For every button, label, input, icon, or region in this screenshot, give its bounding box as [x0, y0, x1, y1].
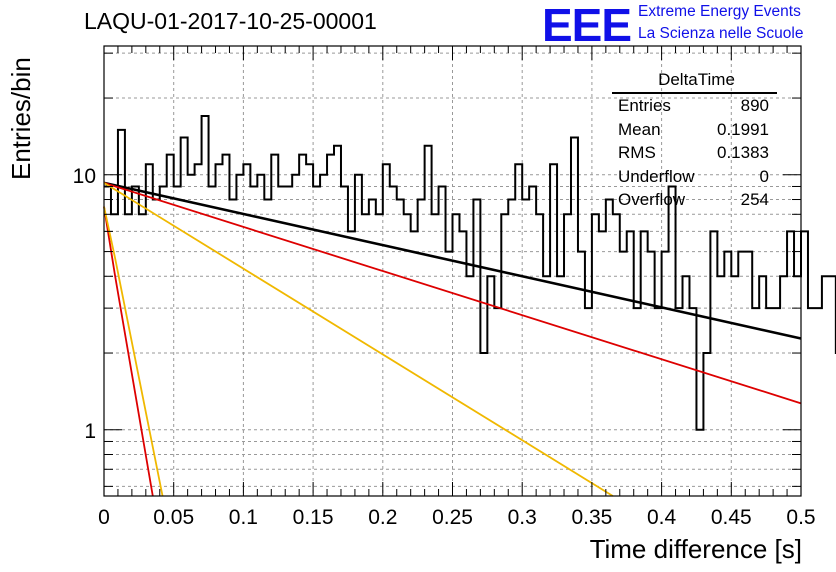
logo-subtitle-1: Extreme Energy Events: [638, 3, 801, 20]
axis-ticks: [103, 46, 802, 496]
histogram-bars: [104, 115, 836, 431]
x-tick-label: 0: [98, 506, 110, 529]
stats-row-overflow: Overflow 254: [612, 188, 777, 212]
y-tick-label: 10: [73, 165, 96, 188]
stats-key: RMS: [618, 143, 656, 162]
grid-lines: [104, 46, 801, 496]
x-tick-label: 0.05: [153, 506, 194, 529]
stats-row-mean: Mean 0.1991: [612, 118, 777, 142]
x-tick-label: 0.3: [508, 506, 537, 529]
chart-title: LAQU-01-2017-10-25-00001: [84, 8, 377, 34]
fit-curve-red: [103, 206, 154, 497]
y-tick-label: 1: [84, 420, 96, 443]
x-tick-label: 0.1: [229, 506, 258, 529]
histogram-series: [104, 115, 836, 431]
stats-value: 254: [740, 190, 769, 209]
stats-value: 890: [740, 96, 769, 115]
logo-subtitle-2: La Scienza nelle Scuole: [638, 25, 804, 42]
x-tick-label: 0.35: [571, 506, 612, 529]
x-axis-label: Time difference [s]: [589, 534, 802, 564]
stats-key: Underflow: [618, 166, 695, 186]
stats-value: 0.1383: [717, 143, 769, 162]
stats-row-underflow: Underflow 0: [612, 165, 777, 189]
stats-row-rms: RMS 0.1383: [612, 141, 777, 165]
stats-value: 0: [759, 166, 769, 186]
stats-row-entries: Entries 890: [612, 94, 777, 118]
fit-curves: [103, 181, 802, 497]
x-tick-label: 0.5: [786, 506, 815, 529]
x-tick-label: 0.25: [432, 506, 473, 529]
x-tick-label: 0.45: [711, 506, 752, 529]
stats-box: DeltaTime Entries 890 Mean 0.1991 RMS 0.…: [612, 68, 777, 212]
stats-key: Entries: [618, 96, 671, 115]
fit-curve-black: [103, 181, 802, 340]
tick-labels: 0 0.05 0.1 0.15 0.2 0.25 0.3 0.35 0.4 0.45 0.5 1 10: [73, 165, 816, 529]
stats-key: Overflow: [618, 190, 686, 209]
x-tick-label: 0.2: [368, 506, 397, 529]
y-axis-label: Entries/bin: [6, 57, 36, 180]
stats-key: Mean: [618, 119, 661, 139]
eee-logo: EEE: [542, 0, 632, 51]
fit-curve-yellow: [103, 182, 614, 497]
stats-value: 0.1991: [717, 119, 769, 139]
fit-curve-red: [103, 181, 802, 405]
fit-curve-yellow: [103, 206, 164, 497]
x-tick-label: 0.4: [647, 506, 677, 529]
x-tick-label: 0.15: [293, 506, 334, 529]
stats-title: DeltaTime: [612, 68, 777, 94]
